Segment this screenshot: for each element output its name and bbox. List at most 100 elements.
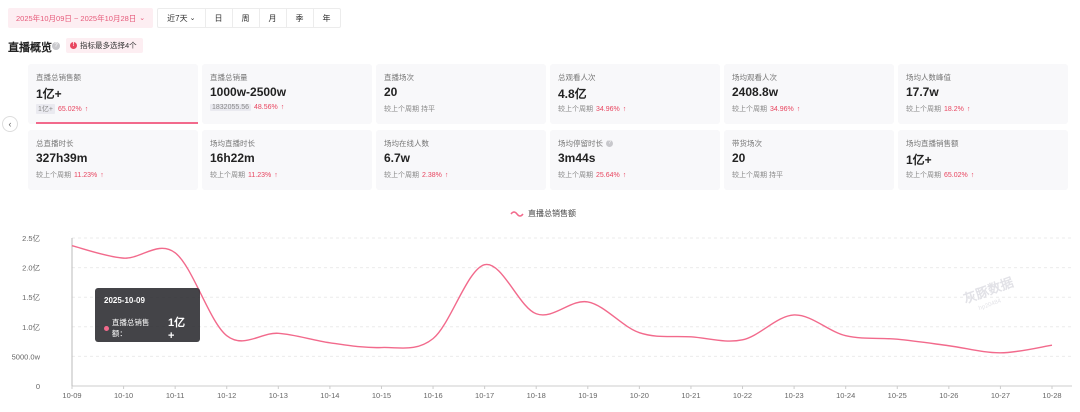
x-tick-label: 10-21 — [681, 391, 700, 400]
x-tick-label: 10-12 — [217, 391, 236, 400]
metric-value: 20 — [732, 151, 746, 165]
quick-range-label: 近7天 — [167, 13, 188, 23]
data-point — [741, 338, 744, 341]
x-tick-label: 10-19 — [578, 391, 597, 400]
series-dot-icon — [104, 325, 109, 331]
legend-line-icon — [510, 211, 524, 217]
x-tick-label: 10-14 — [320, 391, 339, 400]
compare-text: 较上个周期 — [384, 172, 419, 179]
compare-text: 较上个周期 — [558, 172, 593, 179]
metric-card[interactable]: 直播场次 20 较上个周期 持平 — [376, 64, 546, 124]
metric-label: 场均停留时长 — [558, 138, 603, 148]
granularity-month[interactable]: 月 — [260, 9, 287, 27]
data-point — [174, 251, 177, 254]
tooltip-date: 2025-10-09 — [104, 296, 145, 305]
metric-card[interactable]: 场均观看人次 2408.8w 较上个周期 34.96% ↑ — [724, 64, 894, 124]
data-point — [277, 332, 280, 335]
arrow-up-icon: ↑ — [100, 171, 104, 179]
arrow-up-icon: ↑ — [622, 171, 627, 179]
prev-arrow-button[interactable]: ‹ — [2, 116, 18, 132]
arrow-up-icon: ↑ — [84, 105, 89, 113]
y-tick-label: 5000.0w — [12, 352, 41, 361]
data-point — [432, 337, 435, 340]
compare-text: 较上个周期 — [732, 106, 767, 113]
metric-card[interactable]: 总观看人次 4.8亿 较上个周期 34.96% ↑ — [550, 64, 720, 124]
data-point — [896, 338, 899, 341]
metric-value: 327h39m — [36, 151, 88, 165]
metric-value: 1000w-2500w — [210, 85, 287, 99]
data-point — [225, 334, 228, 337]
info-icon[interactable]: ? — [606, 139, 613, 147]
x-tick-label: 10-28 — [1042, 391, 1061, 400]
change-percent: 18.2% — [944, 105, 964, 113]
compare-text: 较上个周期 — [210, 172, 245, 179]
data-point — [586, 300, 589, 303]
x-tick-label: 10-15 — [372, 391, 391, 400]
x-tick-label: 10-22 — [733, 391, 752, 400]
arrow-up-icon: ↑ — [274, 171, 278, 179]
data-point — [999, 351, 1002, 354]
info-icon[interactable]: ? — [52, 42, 60, 50]
y-tick-label: 1.5亿 — [22, 292, 40, 302]
metric-card[interactable]: 场均直播销售额 1亿+ 较上个周期 65.02% ↑ — [898, 130, 1068, 190]
data-point — [793, 313, 796, 316]
filter-bar: 2025年10月09日 ~ 2025年10月28日 ⌄ 近7天 ⌄ 日 周 月 … — [8, 8, 341, 28]
metric-label: 场均在线人数 — [384, 138, 429, 148]
metric-label: 场均人数峰值 — [906, 72, 951, 82]
change-percent: 11.23% — [74, 171, 98, 179]
x-tick-label: 10-20 — [630, 391, 649, 400]
data-point — [122, 257, 125, 260]
metric-card[interactable]: 直播总销量 1000w-2500w 1832055.56 48.56% ↑ — [202, 64, 372, 124]
metric-label: 直播总销售额 — [36, 72, 81, 82]
metric-label: 场均直播销售额 — [906, 138, 959, 148]
date-range-picker[interactable]: 2025年10月09日 ~ 2025年10月28日 ⌄ — [8, 8, 154, 28]
metric-limit-tip-text: 指标最多选择4个 — [80, 41, 137, 50]
metric-label: 总观看人次 — [558, 72, 596, 82]
metric-value: 6.7w — [384, 151, 411, 165]
data-point — [328, 341, 331, 344]
section-title: 直播概览 — [8, 42, 52, 54]
x-tick-label: 10-09 — [62, 391, 81, 400]
alert-icon: ! — [70, 42, 77, 49]
legend-label: 直播总销售额 — [528, 208, 576, 218]
change-percent: 34.96% — [770, 105, 794, 113]
arrow-up-icon: ↑ — [970, 171, 975, 179]
arrow-up-icon: ↑ — [280, 104, 285, 111]
x-tick-label: 10-10 — [114, 391, 133, 400]
tooltip-value: 1亿+ — [168, 317, 186, 342]
chevron-down-icon: ⌄ — [139, 15, 146, 22]
y-tick-label: 0 — [36, 382, 40, 391]
metric-value: 1亿+ — [36, 87, 62, 101]
metric-label: 总直播时长 — [36, 138, 74, 148]
arrow-up-icon: ↑ — [622, 105, 627, 113]
metric-card[interactable]: 总直播时长 327h39m 较上个周期 11.23% ↑ — [28, 130, 198, 190]
metric-card[interactable]: 场均人数峰值 17.7w 较上个周期 18.2% ↑ — [898, 64, 1068, 124]
compare-text: 较上个周期 — [36, 172, 71, 179]
quick-range-select[interactable]: 近7天 ⌄ — [158, 9, 206, 27]
change-percent: 48.56% — [253, 104, 278, 111]
metric-label: 直播总销量 — [210, 72, 248, 82]
change-percent: 34.96% — [596, 105, 620, 113]
metric-value: 20 — [384, 85, 398, 99]
metric-limit-tip: ! 指标最多选择4个 — [66, 38, 143, 53]
metric-card[interactable]: 场均在线人数 6.7w 较上个周期 2.38% ↑ — [376, 130, 546, 190]
metric-card[interactable]: 场均停留时长? 3m44s 较上个周期 25.64% ↑ — [550, 130, 720, 190]
chart-tooltip: 2025-10-09 直播总销售额： 1亿+ — [95, 288, 200, 342]
metric-label: 带货场次 — [732, 138, 762, 148]
watermark: 灰豚数据 hp20484 — [961, 274, 1015, 311]
active-indicator — [36, 122, 198, 124]
x-tick-label: 10-13 — [269, 391, 288, 400]
metric-card[interactable]: 直播总销售额 1亿+ 1亿+ 65.02% ↑ — [28, 64, 198, 124]
data-point — [689, 335, 692, 338]
granularity-day[interactable]: 日 — [206, 9, 233, 27]
metric-card[interactable]: 场均直播时长 16h22m 较上个周期 11.23% ↑ — [202, 130, 372, 190]
granularity-week[interactable]: 周 — [233, 9, 260, 27]
granularity-year[interactable]: 年 — [322, 13, 331, 23]
data-point — [380, 346, 383, 349]
x-tick-label: 10-18 — [527, 391, 546, 400]
change-percent: 2.38% — [422, 171, 442, 179]
metric-card[interactable]: 带货场次 20 较上个周期 持平 — [724, 130, 894, 190]
chevron-down-icon: ⌄ — [189, 15, 196, 22]
x-tick-label: 10-25 — [888, 391, 907, 400]
granularity-quarter[interactable]: 季 — [287, 9, 314, 27]
